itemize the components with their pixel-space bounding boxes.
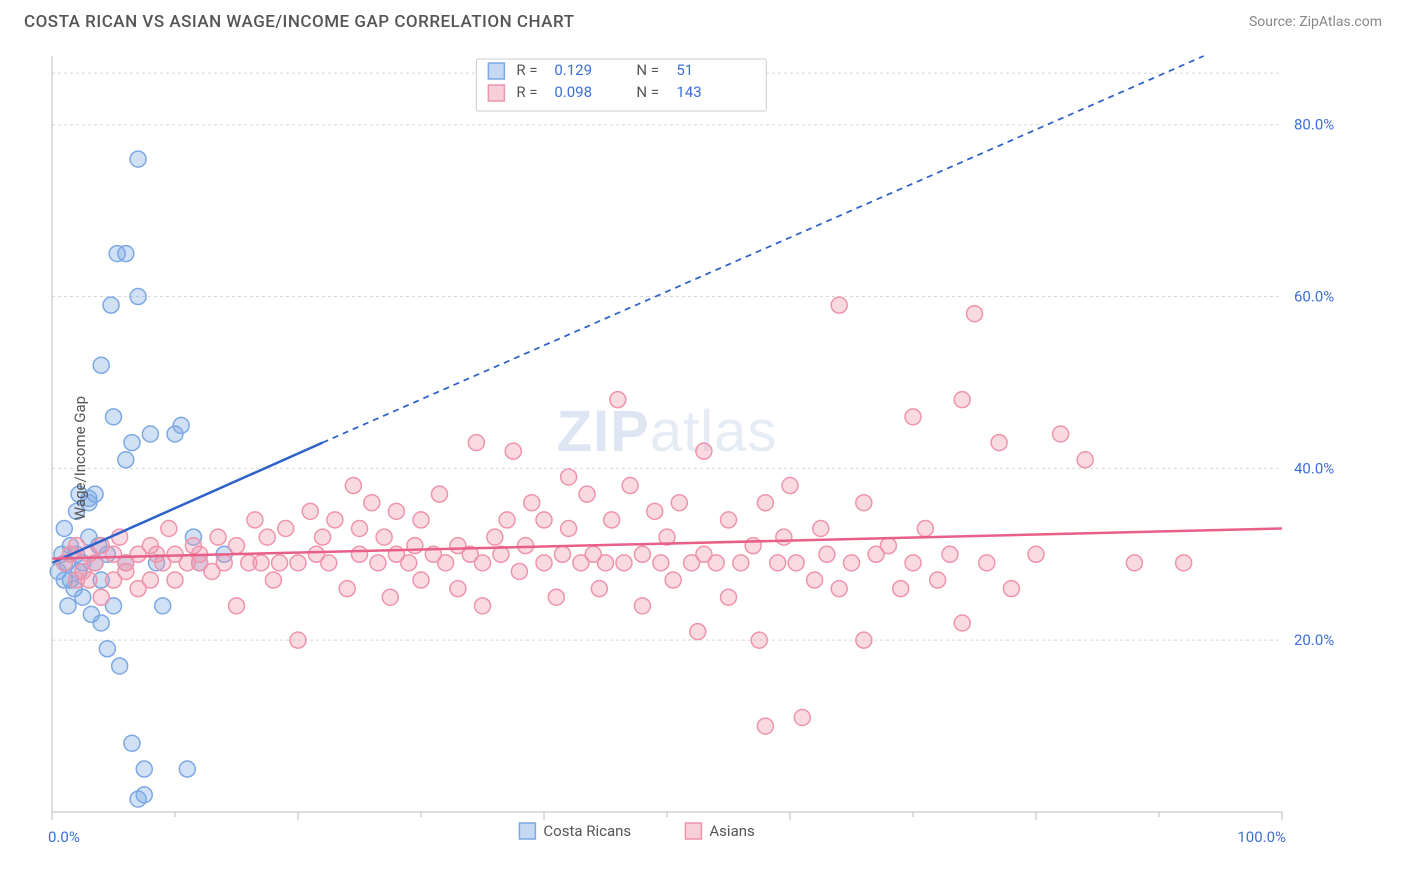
y-axis-label: Wage/Income Gap <box>71 396 89 520</box>
svg-text:40.0%: 40.0% <box>1294 459 1334 477</box>
svg-text:R =: R = <box>516 61 537 79</box>
chart-header: COSTA RICAN VS ASIAN WAGE/INCOME GAP COR… <box>0 0 1406 38</box>
svg-text:0.129: 0.129 <box>554 61 592 79</box>
svg-text:ZIPatlas: ZIPatlas <box>557 399 778 464</box>
svg-text:Costa Ricans: Costa Ricans <box>543 822 631 840</box>
svg-text:80.0%: 80.0% <box>1294 116 1334 134</box>
chart-container: Wage/Income Gap ZIPatlas 0.0% 100.0% 20.0% 4… <box>24 44 1382 872</box>
svg-text:20.0%: 20.0% <box>1294 631 1334 649</box>
chart-source: Source: ZipAtlas.com <box>1249 14 1382 30</box>
svg-text:0.098: 0.098 <box>554 83 592 101</box>
chart-title: COSTA RICAN VS ASIAN WAGE/INCOME GAP COR… <box>24 12 574 32</box>
scatter-chart: ZIPatlas 0.0% 100.0% 20.0% 40.0% 60.0% 80.0% R … <box>24 44 1354 864</box>
svg-text:100.0%: 100.0% <box>1237 828 1286 846</box>
svg-text:51: 51 <box>676 61 693 79</box>
svg-text:143: 143 <box>676 83 701 101</box>
svg-text:Asians: Asians <box>709 822 754 840</box>
svg-text:60.0%: 60.0% <box>1294 288 1334 306</box>
svg-text:0.0%: 0.0% <box>48 828 80 846</box>
svg-text:N =: N = <box>636 83 659 101</box>
svg-text:N =: N = <box>636 61 659 79</box>
svg-text:R =: R = <box>516 83 537 101</box>
